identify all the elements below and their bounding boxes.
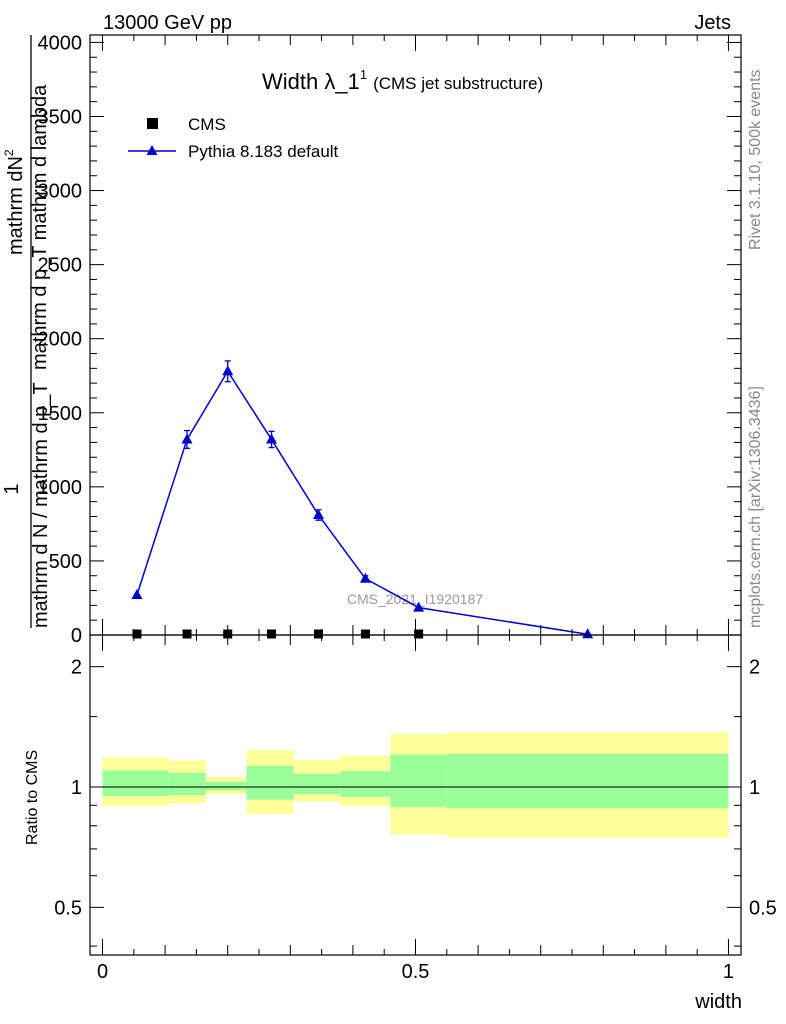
- cms-point: [132, 629, 142, 639]
- ratio-y-axis-label: Ratio to CMS: [24, 750, 41, 845]
- pythia-point: [359, 572, 371, 583]
- main-y-axis-label: 1 mathrm dN2 mathrm d p_T mathrm d lambd…: [1, 35, 52, 628]
- x-tick-label: 0.5: [402, 961, 430, 983]
- ylabel-one: 1: [1, 483, 23, 494]
- ratio-inner-band: [390, 754, 447, 808]
- ylabel-denominator: mathrm d N / mathrm d p_T: [30, 382, 52, 628]
- x-axis-label: width: [694, 991, 742, 1013]
- plot-title-sup: 1: [360, 67, 367, 82]
- ratio-inner-band: [168, 772, 206, 795]
- main-y-tick-label: 500: [49, 551, 82, 573]
- plot-title-main: Width λ_1: [262, 69, 360, 94]
- pythia-point: [413, 601, 425, 612]
- main-y-tick-label: 0: [71, 625, 82, 647]
- main-y-axis: 0 500 1000 1500 2000 2500 3000 3500 4000: [38, 32, 741, 647]
- cms-point: [313, 629, 323, 639]
- ratio-y-tick-label-right: 0.5: [749, 897, 777, 919]
- plot-subtitle: (CMS jet substructure): [373, 74, 543, 93]
- main-plot-panel: 0 500 1000 1500 2000 2500 3000 3500 4000 CMS_202…: [1, 32, 742, 647]
- ratio-inner-band: [246, 765, 294, 800]
- ylabel-numerator-sup: 2: [2, 149, 16, 156]
- rivet-label: Rivet 3.1.10, 500k events: [747, 69, 764, 250]
- ratio-inner-band: [293, 773, 341, 795]
- ratio-y-tick-label-right: 2: [749, 657, 760, 679]
- x-tick-label: 1: [723, 961, 734, 983]
- ratio-y-tick-label: 0.5: [54, 897, 82, 919]
- legend-pythia-label: Pythia 8.183 default: [188, 142, 339, 161]
- legend-cms-marker: [147, 118, 158, 129]
- ratio-uncertainty-bands: [102, 732, 729, 839]
- main-series-layer: [131, 360, 594, 639]
- ylabel-numerator: mathrm dN2: [2, 149, 27, 255]
- pythia-point: [181, 433, 193, 444]
- plot-title: Width λ_11 (CMS jet substructure): [262, 67, 543, 94]
- cms-point: [182, 629, 192, 639]
- main-y-tick-label: 2000: [38, 329, 83, 351]
- ratio-y-tick-label: 1: [71, 777, 82, 799]
- ratio-plot-panel: 0.5 0.51 12 2 0 0.5 1 Ratio to CMS width: [24, 634, 777, 1013]
- pythia-point: [582, 628, 594, 639]
- pythia-line: [136, 369, 588, 636]
- ratio-y-axis: 0.5 0.5 1 1 2 2: [54, 657, 777, 947]
- ratio-y-tick-label-right: 1: [749, 777, 760, 799]
- main-y-tick-label: 3500: [38, 106, 83, 128]
- ylabel-numerator-2: mathrm d p_T mathrm d lambda: [29, 84, 51, 370]
- energy-label: 13000 GeV pp: [103, 12, 232, 34]
- cms-point: [267, 629, 277, 639]
- analysis-label: CMS_2021_I1920187: [347, 591, 483, 607]
- cms-point: [414, 629, 424, 639]
- pythia-point: [222, 365, 234, 376]
- cms-point: [223, 629, 233, 639]
- ylabel-numerator-text: mathrm dN: [5, 156, 27, 255]
- ratio-inner-band: [205, 781, 247, 791]
- ratio-inner-band: [340, 771, 391, 797]
- site-label: mcplots.cern.ch [arXiv:1306.3436]: [747, 386, 764, 628]
- legend-pythia-marker: [146, 145, 158, 155]
- legend-cms-label: CMS: [188, 115, 226, 134]
- main-y-tick-label: 2500: [38, 255, 83, 277]
- main-y-tick-label: 1000: [38, 477, 83, 499]
- category-label: Jets: [694, 12, 731, 34]
- main-x-axis-ticks: [102, 35, 729, 635]
- pythia-point: [131, 589, 143, 599]
- cms-point: [360, 629, 370, 639]
- ratio-x-axis: 0 0.5 1: [97, 635, 734, 983]
- ratio-inner-band: [446, 753, 729, 809]
- main-y-tick-label: 4000: [38, 32, 83, 54]
- pythia-point: [266, 433, 278, 444]
- ratio-inner-band: [102, 770, 169, 796]
- ratio-y-tick-label: 2: [71, 657, 82, 679]
- main-y-tick-label: 3000: [38, 181, 83, 203]
- pythia-point: [312, 509, 324, 519]
- x-tick-label: 0: [97, 961, 108, 983]
- legend: CMS Pythia 8.183 default: [128, 115, 339, 161]
- main-y-tick-label: 1500: [38, 403, 83, 425]
